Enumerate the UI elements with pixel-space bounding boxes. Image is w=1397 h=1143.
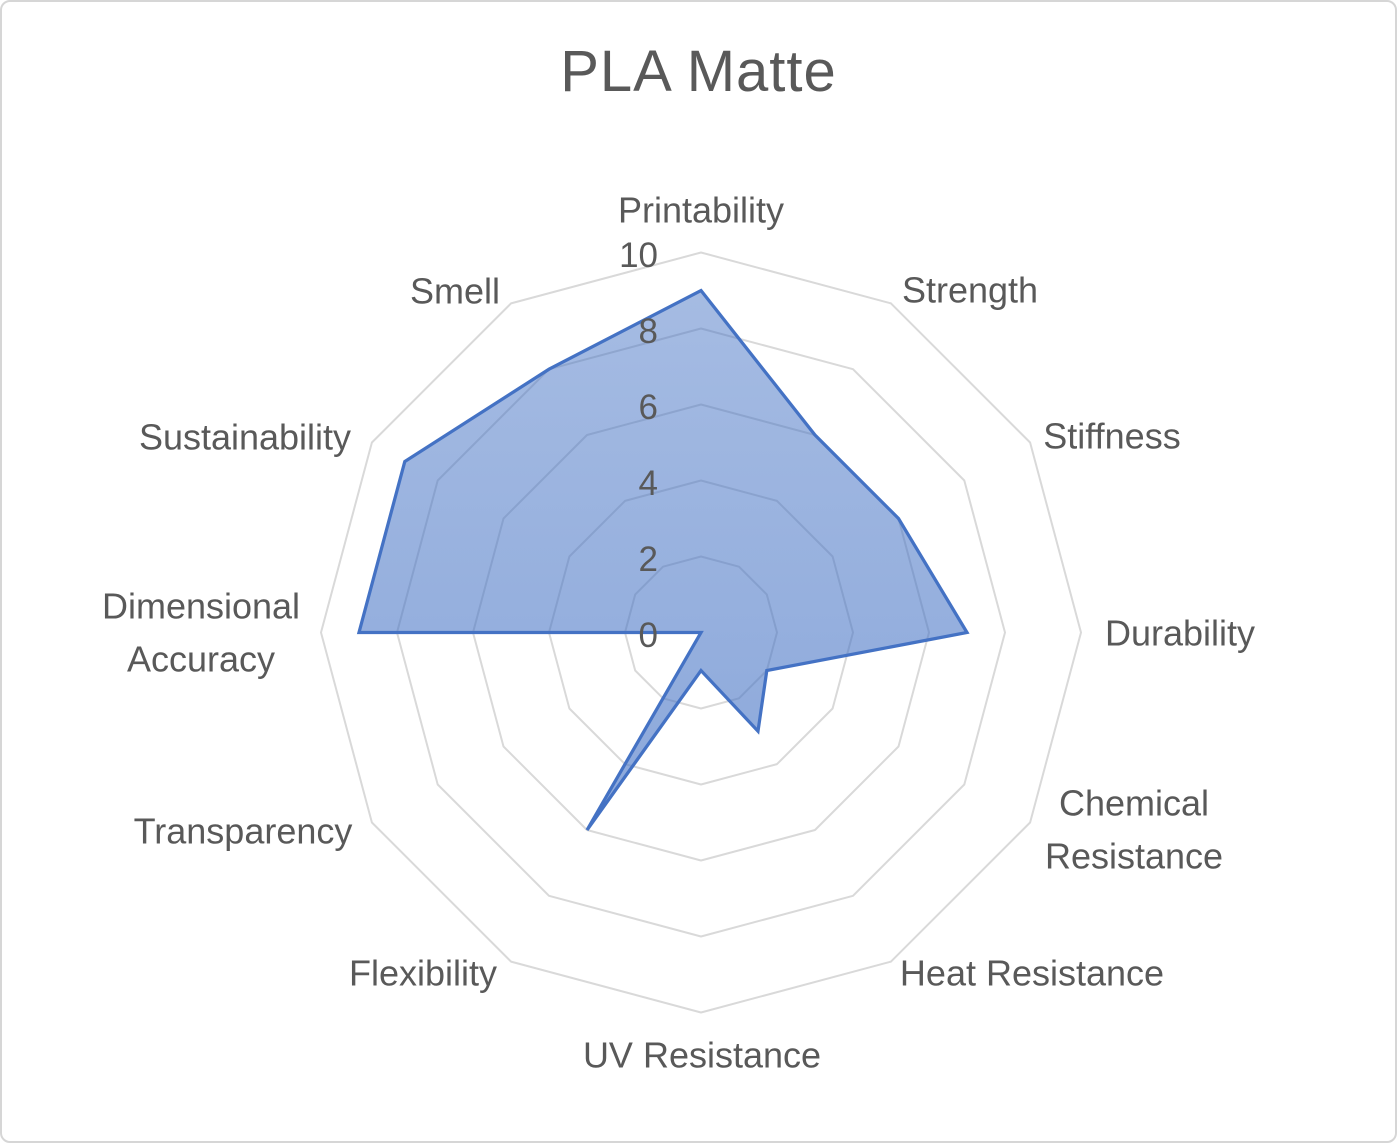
category-label-sustainability: Sustainability (139, 417, 351, 458)
tick-label-0: 0 (639, 616, 658, 655)
category-label-smell: Smell (410, 271, 500, 312)
category-label-chemical-resistance: Chemical Resistance (1045, 783, 1223, 877)
tick-label-8: 8 (639, 312, 658, 351)
tick-label-10: 10 (619, 236, 658, 275)
category-label-dimensional-accuracy: Dimensional Accuracy (102, 586, 300, 680)
category-label-strength: Strength (902, 270, 1038, 311)
tick-label-6: 6 (639, 388, 658, 427)
category-label-uv-resistance: UV Resistance (583, 1035, 821, 1076)
gridline-ring-10 (320, 251, 1082, 1014)
tick-label-4: 4 (639, 464, 658, 503)
category-label-printability: Printability (618, 190, 784, 231)
category-label-transparency: Transparency (134, 811, 353, 852)
radar-series-polygon (356, 288, 970, 831)
category-label-durability: Durability (1105, 613, 1255, 654)
category-label-stiffness: Stiffness (1043, 416, 1180, 457)
category-label-heat-resistance: Heat Resistance (900, 953, 1164, 994)
tick-label-2: 2 (639, 540, 658, 579)
category-label-flexibility: Flexibility (349, 953, 497, 994)
